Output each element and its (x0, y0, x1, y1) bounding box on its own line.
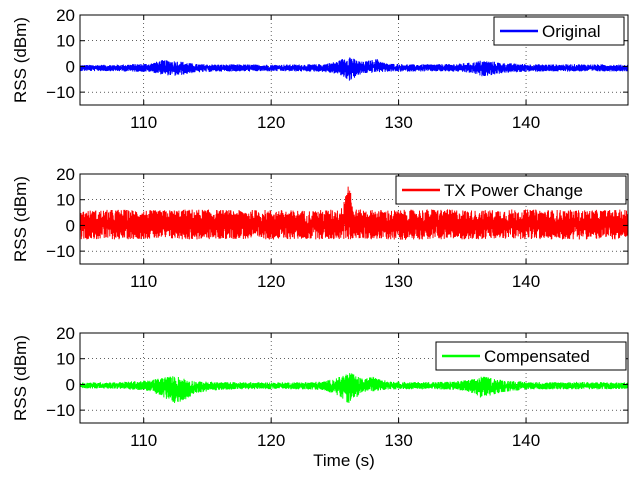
y-axis-label: RSS (dBm) (11, 335, 30, 421)
y-tick-label: 10 (56, 350, 75, 369)
x-tick-label: 110 (130, 272, 157, 291)
x-tick-label: 140 (512, 431, 540, 450)
y-tick-label: 20 (56, 324, 75, 343)
x-tick-label: 130 (384, 272, 412, 291)
y-tick-label: 10 (56, 191, 75, 210)
x-tick-label: 140 (512, 272, 540, 291)
x-tick-label: 110 (130, 431, 157, 450)
x-axis-label: Time (s) (313, 451, 375, 470)
series-line (79, 186, 629, 240)
y-axis-label: RSS (dBm) (11, 17, 30, 103)
x-tick-label: 120 (257, 272, 285, 291)
series-line (79, 373, 629, 404)
y-tick-label: −10 (46, 83, 75, 102)
y-tick-label: 10 (56, 32, 75, 51)
legend: TX Power Change (395, 175, 627, 205)
chart-panel-1: 110 120 130 140 −10 0 10 20 RSS (dBm) Original (11, 6, 629, 132)
axes-box (79, 332, 629, 424)
legend-label: Compensated (484, 347, 590, 366)
y-tick-label: −10 (46, 242, 75, 261)
y-tick-label: 0 (66, 57, 75, 76)
legend-label: Original (542, 22, 601, 41)
y-tick-label: −10 (46, 401, 75, 420)
legend: Compensated (435, 341, 627, 371)
series-line (79, 57, 629, 81)
chart-panel-3: 110 120 130 140 −10 0 10 20 RSS (dBm) Time (s) Com… (11, 324, 629, 470)
x-tick-label: 120 (257, 431, 285, 450)
y-tick-label: 0 (66, 216, 75, 235)
y-tick-label: 20 (56, 165, 75, 184)
x-tick-label: 130 (384, 113, 412, 132)
y-axis-label: RSS (dBm) (11, 176, 30, 262)
x-tick-label: 140 (512, 113, 540, 132)
y-tick-label: 20 (56, 6, 75, 25)
legend: Original (493, 16, 625, 46)
legend-label: TX Power Change (444, 181, 583, 200)
axes-box (79, 173, 629, 265)
axes-box (79, 14, 629, 106)
x-tick-label: 130 (384, 431, 412, 450)
x-tick-label: 110 (130, 113, 157, 132)
chart-panel-2: 110 120 130 140 −10 0 10 20 RSS (dBm) TX Power Ch… (11, 165, 629, 291)
x-tick-label: 120 (257, 113, 285, 132)
y-tick-label: 0 (66, 375, 75, 394)
